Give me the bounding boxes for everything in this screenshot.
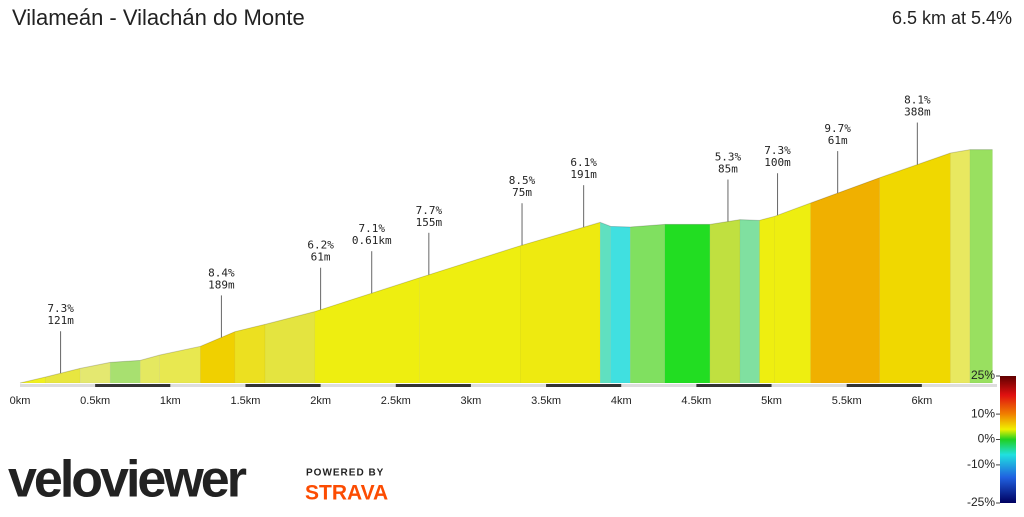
x-tick-label: 5.5km bbox=[832, 395, 862, 407]
annotation-grade: 7.1% bbox=[358, 222, 385, 235]
annotation-grade: 6.2% bbox=[307, 239, 334, 252]
colorbar-label: 0% bbox=[978, 432, 996, 446]
km-band bbox=[395, 384, 471, 387]
colorbar-label: 25% bbox=[971, 368, 995, 382]
profile-segment bbox=[45, 368, 81, 384]
profile-segment bbox=[234, 324, 266, 384]
profile-segment bbox=[759, 216, 775, 384]
km-band bbox=[696, 384, 772, 387]
chart-title: Vilameán - Vilachán do Monte bbox=[12, 5, 305, 30]
x-tick-label: 1km bbox=[160, 395, 181, 407]
annotation-length: 61m bbox=[311, 251, 331, 264]
x-tick-label: 3.5km bbox=[531, 395, 561, 407]
annotation-length: 100m bbox=[764, 156, 791, 169]
baseline bbox=[20, 384, 997, 387]
km-band bbox=[95, 384, 171, 387]
colorbar-label: -25% bbox=[967, 495, 995, 509]
x-tick-label: 6km bbox=[911, 395, 932, 407]
annotation-length: 191m bbox=[570, 168, 597, 181]
colorbar-label: 10% bbox=[971, 406, 995, 420]
profile-segment bbox=[314, 277, 421, 384]
x-tick-label: 2.5km bbox=[381, 395, 411, 407]
profile-segment bbox=[709, 219, 741, 384]
annotation-length: 61m bbox=[828, 134, 848, 147]
annotation-grade: 5.3% bbox=[715, 151, 742, 164]
x-tick-label: 3km bbox=[461, 395, 482, 407]
summary: 6.5 km at 5.4% bbox=[892, 8, 1012, 28]
annotation-grade: 7.3% bbox=[47, 302, 74, 315]
x-tick-label: 0.5km bbox=[80, 395, 110, 407]
x-tick-label: 4km bbox=[611, 395, 632, 407]
profile-segment bbox=[520, 221, 601, 384]
profile-segment bbox=[810, 177, 881, 384]
annotation-length: 155m bbox=[416, 216, 443, 229]
km-band bbox=[846, 384, 922, 387]
annotation-grade: 6.1% bbox=[570, 156, 597, 169]
annotation-grade: 7.3% bbox=[764, 144, 791, 157]
annotation-length: 85m bbox=[718, 163, 738, 176]
profile-segment bbox=[879, 152, 951, 384]
profile-segment bbox=[139, 354, 161, 384]
profile-segment bbox=[739, 219, 760, 384]
x-tick-label: 1.5km bbox=[230, 395, 260, 407]
annotation-length: 0.61km bbox=[352, 234, 392, 247]
annotation-grade: 8.1% bbox=[904, 94, 931, 107]
km-band bbox=[245, 384, 321, 387]
profile-segment bbox=[109, 360, 141, 384]
x-tick-label: 4.5km bbox=[681, 395, 711, 407]
strava: STRAVA bbox=[305, 482, 388, 505]
profile-segment bbox=[774, 202, 811, 384]
km-band bbox=[546, 384, 622, 387]
annotation-grade: 8.4% bbox=[208, 266, 235, 279]
powered-by: POWERED BY bbox=[306, 468, 384, 479]
profile-segment bbox=[599, 221, 611, 384]
annotation-grade: 9.7% bbox=[824, 122, 851, 135]
x-tick-label: 0km bbox=[10, 395, 31, 407]
profile-segment bbox=[419, 245, 521, 384]
profile-segment bbox=[79, 362, 111, 384]
annotation-length: 75m bbox=[512, 186, 532, 199]
profile-segment bbox=[629, 224, 666, 384]
logo: veloviewer bbox=[8, 451, 247, 509]
annotation-length: 189m bbox=[208, 278, 235, 291]
profile-segment bbox=[950, 149, 971, 384]
profile-segment bbox=[610, 226, 631, 384]
x-tick-label: 2km bbox=[310, 395, 331, 407]
annotation-length: 121m bbox=[47, 314, 74, 327]
annotation-grade: 7.7% bbox=[416, 204, 443, 217]
profile-line bbox=[19, 149, 993, 384]
profile-segment bbox=[264, 311, 315, 384]
profile-segment bbox=[19, 376, 46, 384]
colorbar bbox=[1000, 376, 1016, 503]
annotation-grade: 8.5% bbox=[509, 174, 536, 187]
x-tick-label: 5km bbox=[761, 395, 782, 407]
colorbar-label: -10% bbox=[967, 457, 995, 471]
profile-segment bbox=[159, 346, 201, 384]
profile-segment bbox=[664, 224, 711, 384]
profile-segment bbox=[969, 149, 993, 384]
annotation-length: 388m bbox=[904, 106, 931, 119]
